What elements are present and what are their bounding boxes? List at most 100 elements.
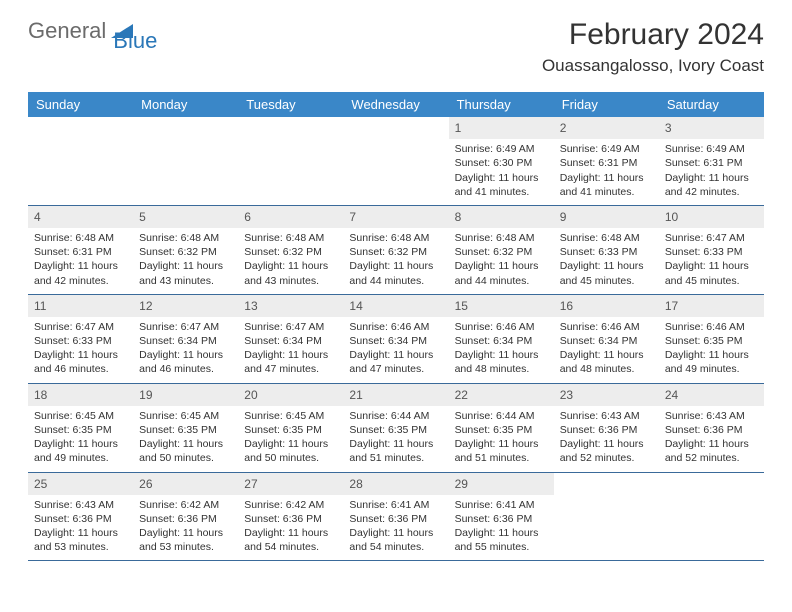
title-block: February 2024 Ouassangalosso, Ivory Coas… xyxy=(542,18,764,76)
logo-text-general: General xyxy=(28,18,106,44)
daylight-text: Daylight: 11 hours and 48 minutes. xyxy=(455,348,548,376)
sunset-text: Sunset: 6:36 PM xyxy=(665,423,758,437)
day-details: Sunrise: 6:48 AMSunset: 6:32 PMDaylight:… xyxy=(449,228,554,294)
day-cell: 2Sunrise: 6:49 AMSunset: 6:31 PMDaylight… xyxy=(554,117,659,205)
daylight-text: Daylight: 11 hours and 53 minutes. xyxy=(34,526,127,554)
sunrise-text: Sunrise: 6:48 AM xyxy=(244,231,337,245)
daylight-text: Daylight: 11 hours and 44 minutes. xyxy=(455,259,548,287)
day-cell: 28Sunrise: 6:41 AMSunset: 6:36 PMDayligh… xyxy=(343,473,448,561)
day-details: Sunrise: 6:49 AMSunset: 6:31 PMDaylight:… xyxy=(659,139,764,205)
daylight-text: Daylight: 11 hours and 44 minutes. xyxy=(349,259,442,287)
day-cell: 17Sunrise: 6:46 AMSunset: 6:35 PMDayligh… xyxy=(659,295,764,383)
day-details: Sunrise: 6:42 AMSunset: 6:36 PMDaylight:… xyxy=(133,495,238,561)
sunrise-text: Sunrise: 6:44 AM xyxy=(455,409,548,423)
sunrise-text: Sunrise: 6:49 AM xyxy=(560,142,653,156)
sunset-text: Sunset: 6:36 PM xyxy=(34,512,127,526)
day-number: 23 xyxy=(554,384,659,406)
day-cell: 1Sunrise: 6:49 AMSunset: 6:30 PMDaylight… xyxy=(449,117,554,205)
day-cell: 29Sunrise: 6:41 AMSunset: 6:36 PMDayligh… xyxy=(449,473,554,561)
day-cell: 11Sunrise: 6:47 AMSunset: 6:33 PMDayligh… xyxy=(28,295,133,383)
week-row: 25Sunrise: 6:43 AMSunset: 6:36 PMDayligh… xyxy=(28,473,764,562)
sunset-text: Sunset: 6:35 PM xyxy=(665,334,758,348)
day-details: Sunrise: 6:44 AMSunset: 6:35 PMDaylight:… xyxy=(343,406,448,472)
day-details: Sunrise: 6:44 AMSunset: 6:35 PMDaylight:… xyxy=(449,406,554,472)
day-details: Sunrise: 6:46 AMSunset: 6:34 PMDaylight:… xyxy=(449,317,554,383)
daylight-text: Daylight: 11 hours and 50 minutes. xyxy=(244,437,337,465)
day-details: Sunrise: 6:48 AMSunset: 6:32 PMDaylight:… xyxy=(133,228,238,294)
sunset-text: Sunset: 6:36 PM xyxy=(560,423,653,437)
daylight-text: Daylight: 11 hours and 52 minutes. xyxy=(665,437,758,465)
day-cell: 8Sunrise: 6:48 AMSunset: 6:32 PMDaylight… xyxy=(449,206,554,294)
sunrise-text: Sunrise: 6:48 AM xyxy=(34,231,127,245)
sunset-text: Sunset: 6:34 PM xyxy=(244,334,337,348)
day-details: Sunrise: 6:43 AMSunset: 6:36 PMDaylight:… xyxy=(554,406,659,472)
day-number: 3 xyxy=(659,117,764,139)
day-details: Sunrise: 6:46 AMSunset: 6:35 PMDaylight:… xyxy=(659,317,764,383)
sunrise-text: Sunrise: 6:41 AM xyxy=(455,498,548,512)
day-header-tuesday: Tuesday xyxy=(238,92,343,117)
day-cell: 22Sunrise: 6:44 AMSunset: 6:35 PMDayligh… xyxy=(449,384,554,472)
daylight-text: Daylight: 11 hours and 46 minutes. xyxy=(139,348,232,376)
sunrise-text: Sunrise: 6:48 AM xyxy=(560,231,653,245)
daylight-text: Daylight: 11 hours and 47 minutes. xyxy=(244,348,337,376)
week-row: 4Sunrise: 6:48 AMSunset: 6:31 PMDaylight… xyxy=(28,206,764,295)
day-details: Sunrise: 6:47 AMSunset: 6:34 PMDaylight:… xyxy=(238,317,343,383)
sunrise-text: Sunrise: 6:48 AM xyxy=(349,231,442,245)
sunrise-text: Sunrise: 6:43 AM xyxy=(34,498,127,512)
day-number: 19 xyxy=(133,384,238,406)
sunrise-text: Sunrise: 6:44 AM xyxy=(349,409,442,423)
day-cell: 23Sunrise: 6:43 AMSunset: 6:36 PMDayligh… xyxy=(554,384,659,472)
day-details: Sunrise: 6:47 AMSunset: 6:33 PMDaylight:… xyxy=(659,228,764,294)
day-number: 11 xyxy=(28,295,133,317)
day-number: 25 xyxy=(28,473,133,495)
day-headers-row: SundayMondayTuesdayWednesdayThursdayFrid… xyxy=(28,92,764,117)
calendar: SundayMondayTuesdayWednesdayThursdayFrid… xyxy=(28,92,764,561)
sunrise-text: Sunrise: 6:47 AM xyxy=(244,320,337,334)
day-number: 14 xyxy=(343,295,448,317)
daylight-text: Daylight: 11 hours and 43 minutes. xyxy=(244,259,337,287)
day-number: 15 xyxy=(449,295,554,317)
daylight-text: Daylight: 11 hours and 49 minutes. xyxy=(34,437,127,465)
daylight-text: Daylight: 11 hours and 45 minutes. xyxy=(560,259,653,287)
sunrise-text: Sunrise: 6:46 AM xyxy=(665,320,758,334)
day-number: 28 xyxy=(343,473,448,495)
day-number: 9 xyxy=(554,206,659,228)
day-cell: 27Sunrise: 6:42 AMSunset: 6:36 PMDayligh… xyxy=(238,473,343,561)
day-details: Sunrise: 6:48 AMSunset: 6:33 PMDaylight:… xyxy=(554,228,659,294)
sunset-text: Sunset: 6:35 PM xyxy=(349,423,442,437)
sunrise-text: Sunrise: 6:42 AM xyxy=(244,498,337,512)
daylight-text: Daylight: 11 hours and 54 minutes. xyxy=(349,526,442,554)
day-details: Sunrise: 6:43 AMSunset: 6:36 PMDaylight:… xyxy=(659,406,764,472)
week-row: 1Sunrise: 6:49 AMSunset: 6:30 PMDaylight… xyxy=(28,117,764,206)
day-cell: 3Sunrise: 6:49 AMSunset: 6:31 PMDaylight… xyxy=(659,117,764,205)
sunset-text: Sunset: 6:31 PM xyxy=(560,156,653,170)
sunrise-text: Sunrise: 6:43 AM xyxy=(560,409,653,423)
location-subtitle: Ouassangalosso, Ivory Coast xyxy=(542,56,764,76)
sunset-text: Sunset: 6:31 PM xyxy=(665,156,758,170)
sunrise-text: Sunrise: 6:41 AM xyxy=(349,498,442,512)
day-header-friday: Friday xyxy=(554,92,659,117)
day-number: 21 xyxy=(343,384,448,406)
day-cell: 15Sunrise: 6:46 AMSunset: 6:34 PMDayligh… xyxy=(449,295,554,383)
day-cell: 26Sunrise: 6:42 AMSunset: 6:36 PMDayligh… xyxy=(133,473,238,561)
day-number: 1 xyxy=(449,117,554,139)
day-header-sunday: Sunday xyxy=(28,92,133,117)
empty-cell xyxy=(238,117,343,205)
sunrise-text: Sunrise: 6:43 AM xyxy=(665,409,758,423)
daylight-text: Daylight: 11 hours and 54 minutes. xyxy=(244,526,337,554)
day-number: 5 xyxy=(133,206,238,228)
daylight-text: Daylight: 11 hours and 45 minutes. xyxy=(665,259,758,287)
day-number: 8 xyxy=(449,206,554,228)
sunrise-text: Sunrise: 6:47 AM xyxy=(139,320,232,334)
day-cell: 24Sunrise: 6:43 AMSunset: 6:36 PMDayligh… xyxy=(659,384,764,472)
day-details: Sunrise: 6:49 AMSunset: 6:31 PMDaylight:… xyxy=(554,139,659,205)
sunset-text: Sunset: 6:35 PM xyxy=(34,423,127,437)
empty-cell xyxy=(554,473,659,561)
daylight-text: Daylight: 11 hours and 41 minutes. xyxy=(455,171,548,199)
day-details: Sunrise: 6:45 AMSunset: 6:35 PMDaylight:… xyxy=(133,406,238,472)
daylight-text: Daylight: 11 hours and 53 minutes. xyxy=(139,526,232,554)
day-cell: 10Sunrise: 6:47 AMSunset: 6:33 PMDayligh… xyxy=(659,206,764,294)
sunset-text: Sunset: 6:36 PM xyxy=(244,512,337,526)
sunrise-text: Sunrise: 6:42 AM xyxy=(139,498,232,512)
sunset-text: Sunset: 6:31 PM xyxy=(34,245,127,259)
